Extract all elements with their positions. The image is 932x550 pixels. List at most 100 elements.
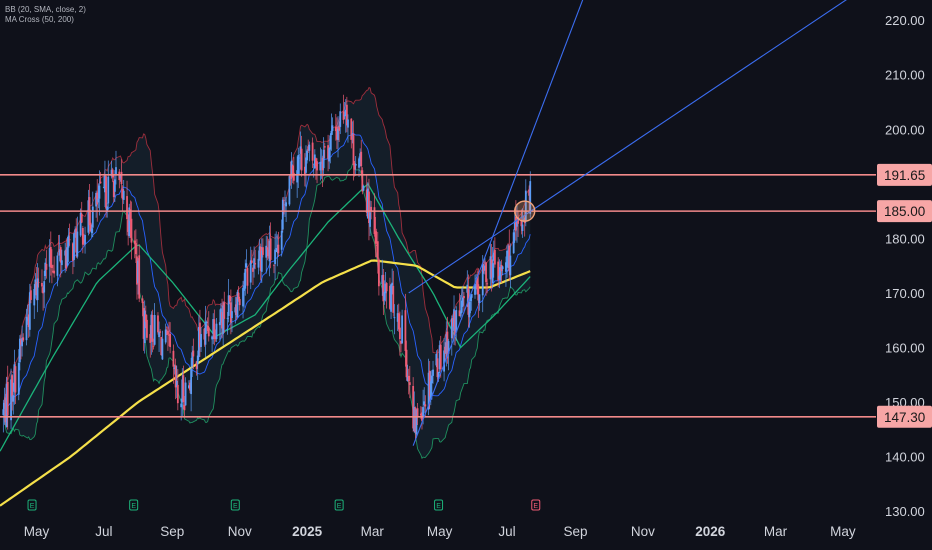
candle-body <box>328 148 331 162</box>
candle-body <box>122 190 125 200</box>
candle-body <box>303 166 306 176</box>
candle-body <box>165 326 168 328</box>
candle-body <box>111 169 114 178</box>
candle-body <box>385 283 388 292</box>
y-tick-label: 210.00 <box>885 68 925 83</box>
candle-body <box>51 264 53 268</box>
candle-body <box>34 279 37 290</box>
candle-body <box>84 234 86 245</box>
candle-body <box>113 179 116 192</box>
candle-body <box>389 285 391 309</box>
earnings-marker-label: E <box>30 503 35 510</box>
candle-body <box>242 288 244 307</box>
candle-body <box>223 302 226 319</box>
candle-body <box>27 314 30 328</box>
candle-body <box>228 296 231 302</box>
candle-body <box>152 346 155 347</box>
candle-body <box>243 285 246 291</box>
candle-body <box>66 247 69 266</box>
candle-body <box>112 181 115 198</box>
candle-body <box>505 262 507 272</box>
candle-body <box>182 375 185 403</box>
candle-body <box>323 146 326 148</box>
candle-body <box>370 206 373 212</box>
candle-body <box>509 255 512 276</box>
bb-legend-label[interactable]: BB (20, SMA, close, 2) <box>5 5 86 14</box>
x-tick-label: Sep <box>564 524 588 539</box>
candle-body <box>463 295 465 299</box>
candle-body <box>524 190 527 221</box>
candle-body <box>446 331 449 359</box>
candle-body <box>454 311 457 336</box>
earnings-marker-label: E <box>436 503 441 510</box>
x-tick-label: Nov <box>228 524 252 539</box>
candle-body <box>342 111 345 120</box>
candle-body <box>338 125 341 131</box>
candle-body <box>362 185 365 191</box>
candle-body <box>423 401 426 406</box>
candle-body <box>516 219 518 227</box>
indicator-legend: BB (20, SMA, close, 2) MA Cross (50, 200… <box>5 5 86 25</box>
candle-body <box>360 151 363 167</box>
earnings-marker-label: E <box>533 503 538 510</box>
candle-body <box>150 314 153 339</box>
trendline-0 <box>412 0 584 446</box>
candle-body <box>493 249 496 265</box>
candle-body <box>298 157 301 159</box>
candle-body <box>5 383 8 428</box>
x-tick-label: May <box>830 524 856 539</box>
candle-body <box>204 322 207 345</box>
earnings-marker <box>129 499 139 511</box>
earnings-marker-label: E <box>337 503 342 510</box>
trendline-1 <box>408 0 847 294</box>
candle-body <box>21 338 23 347</box>
candle-body <box>58 249 61 256</box>
candle-body <box>222 305 225 334</box>
candle-body <box>30 290 32 300</box>
candle-body <box>366 188 369 219</box>
x-tick-label: Mar <box>764 524 788 539</box>
candle-body <box>181 379 184 403</box>
candle-body <box>308 144 311 151</box>
candle-body <box>322 149 325 169</box>
level-price-tag <box>877 405 932 428</box>
candle-body <box>218 322 221 326</box>
candle-body <box>339 111 342 127</box>
candle-body <box>458 310 461 317</box>
candle-body <box>474 283 476 295</box>
candle-body <box>330 130 333 136</box>
candle-body <box>381 275 384 285</box>
candle-body <box>351 133 354 136</box>
candle-body <box>445 334 448 354</box>
earnings-marker-label: E <box>233 503 238 510</box>
candle-body <box>514 216 517 231</box>
candle-body <box>99 181 102 184</box>
candle-body <box>41 282 43 287</box>
candle-body <box>337 128 339 141</box>
candle-body <box>345 104 348 126</box>
candle-body <box>237 292 240 299</box>
candle-body <box>74 229 77 234</box>
candle-body <box>412 385 415 429</box>
candle-body <box>153 314 156 345</box>
candle-body <box>20 339 22 345</box>
candle-body <box>22 337 25 341</box>
candle-body <box>424 404 427 407</box>
candle-body <box>267 249 270 257</box>
candle-body <box>80 213 83 223</box>
candle-body <box>407 375 410 381</box>
candle-body <box>133 240 136 244</box>
candle-body <box>383 291 386 301</box>
candle-body <box>17 362 20 395</box>
candle-body <box>56 255 59 276</box>
candle-body <box>83 239 85 243</box>
candle-body <box>296 170 299 183</box>
candle-body <box>214 336 217 340</box>
candle-body <box>269 238 272 260</box>
ma-cross-legend-label[interactable]: MA Cross (50, 200) <box>5 15 74 24</box>
candle-body <box>512 232 515 254</box>
candle-body <box>149 334 152 343</box>
candle-body <box>396 313 399 322</box>
